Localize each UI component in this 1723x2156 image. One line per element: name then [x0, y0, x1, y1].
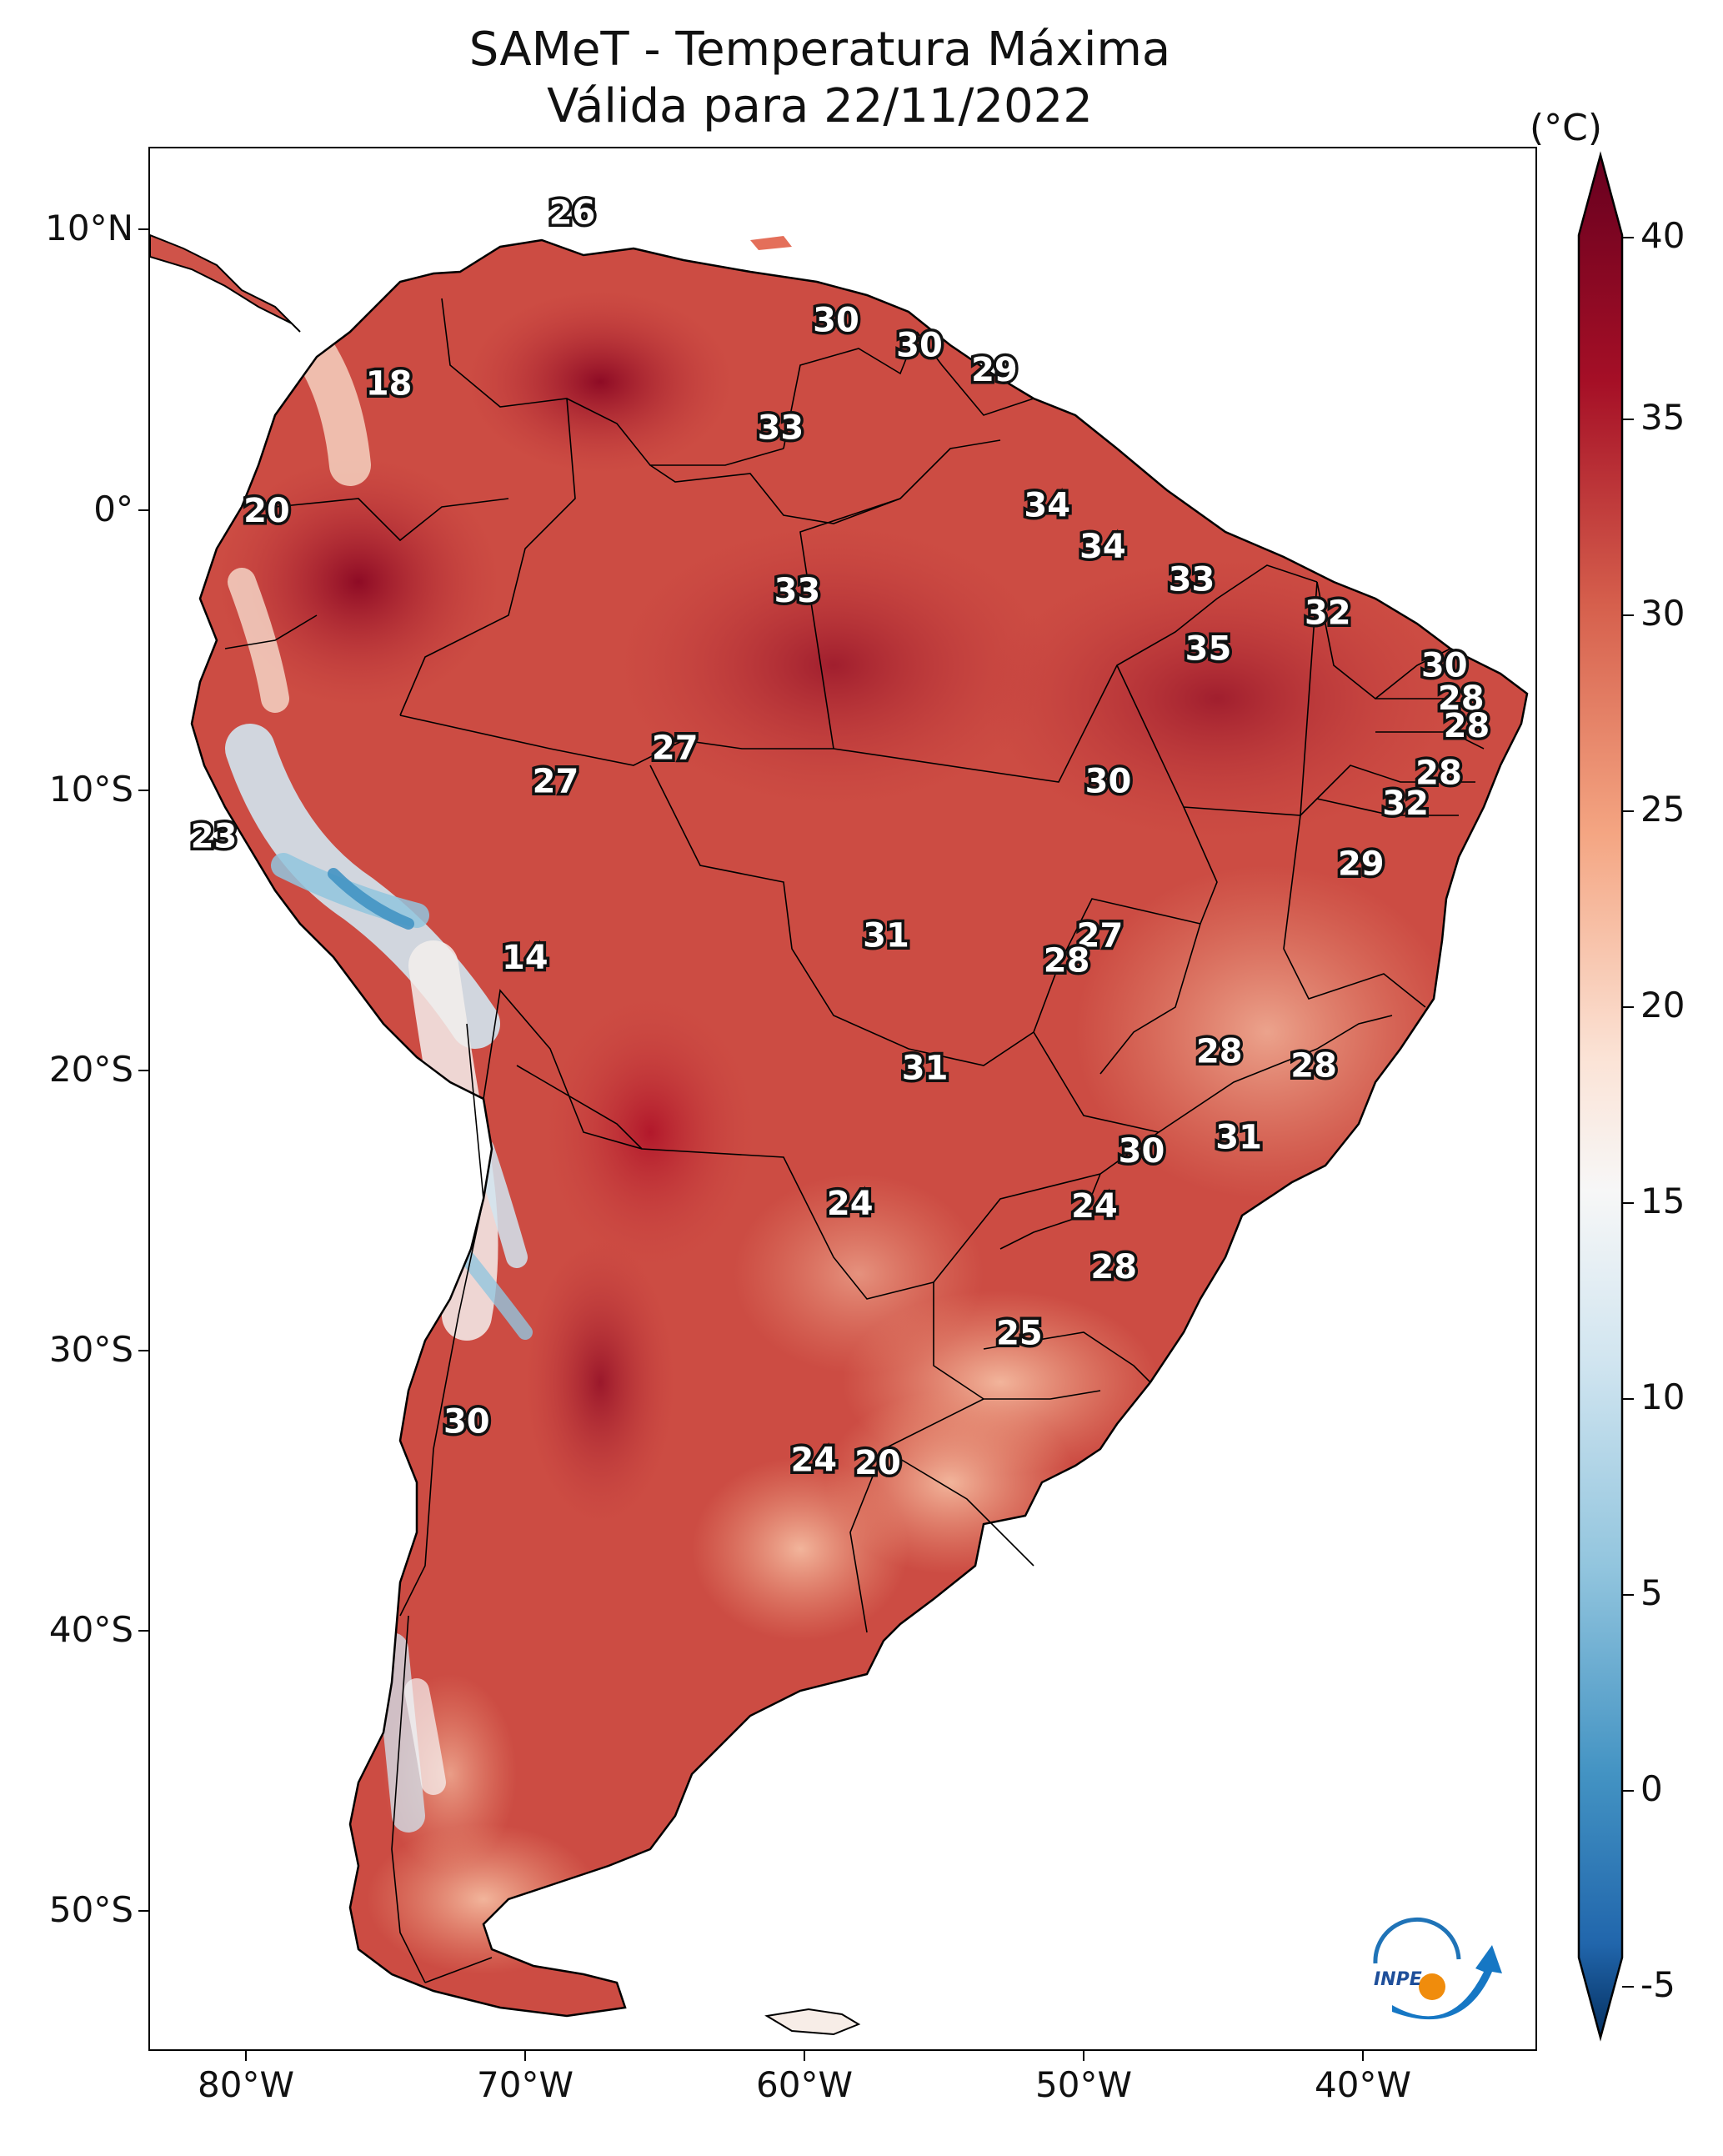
x-tick-label: 80°W: [198, 2064, 294, 2105]
y-tick-label: 50°S: [48, 1889, 133, 1930]
temperature-label: 33: [1169, 561, 1215, 599]
map-subtitle: Válida para 22/11/2022: [547, 79, 1093, 133]
temperature-label: 34: [1079, 528, 1126, 566]
colorbar-unit: (°C): [1530, 107, 1603, 149]
temperature-label: 27: [652, 730, 699, 768]
temperature-label: 30: [1119, 1132, 1165, 1171]
temperature-label: 28: [1438, 679, 1485, 718]
temperature-label: 32: [1305, 594, 1351, 632]
falkland-islands: [764, 2008, 861, 2036]
temperature-label: 30: [443, 1402, 490, 1441]
temperature-label: 31: [1215, 1118, 1262, 1156]
y-tick-label: 30°S: [48, 1329, 133, 1370]
temperature-label: 35: [1185, 629, 1232, 668]
colorbar-label: 15: [1640, 1181, 1685, 1221]
temperature-label: 30: [1085, 762, 1132, 800]
colorbar-label: 35: [1640, 397, 1685, 438]
temperature-label: 24: [790, 1442, 837, 1480]
colorbar-label: 0: [1640, 1768, 1663, 1809]
y-tick-label: 20°S: [48, 1049, 133, 1090]
coastline: [190, 238, 1529, 2018]
temperature-label: 31: [902, 1050, 949, 1088]
temperature-label: 28: [1044, 942, 1090, 980]
temperature-label: 18: [366, 365, 413, 404]
y-tick-label: 10°N: [45, 208, 133, 248]
temperature-label: 20: [243, 492, 290, 530]
temperature-label: 33: [774, 572, 821, 610]
x-tick-label: 40°W: [1315, 2064, 1411, 2105]
temperature-label: 28: [1196, 1033, 1243, 1071]
temperature-label: 20: [854, 1444, 901, 1482]
colorbar-label: 30: [1640, 593, 1685, 634]
colorbar-label: 40: [1640, 215, 1685, 256]
colorbar-label: -5: [1640, 1964, 1675, 2005]
temperature-label: 26: [549, 193, 596, 232]
temperature-label: 14: [502, 939, 548, 977]
temperature-label: 29: [1338, 845, 1385, 884]
central-america: [150, 233, 301, 333]
y-tick-label: 10°S: [48, 769, 133, 810]
colorbar-label: 25: [1640, 789, 1685, 830]
temperature-label: 24: [1071, 1187, 1118, 1226]
colorbar-label: 20: [1640, 985, 1685, 1025]
map-area: 26 30 30 29 18 33 34 20 34 33 33 32 35 30 28 28 28 27 30 27…: [148, 147, 1537, 2051]
logo-text: INPE: [1374, 1969, 1422, 1990]
temperature-label: 30: [813, 302, 859, 340]
inpe-logo: INPE: [1373, 1917, 1502, 2020]
x-tick-label: 50°W: [1035, 2064, 1132, 2105]
x-tick-label: 60°W: [756, 2064, 853, 2105]
caribbean-island: [750, 236, 792, 250]
colorbar-label: 5: [1640, 1572, 1663, 1613]
y-tick-label: 40°S: [48, 1609, 133, 1650]
temperature-label: 28: [1290, 1046, 1337, 1085]
colorbar-label: 10: [1640, 1376, 1685, 1417]
temperature-label: 33: [758, 409, 804, 448]
map-title: SAMeT - Temperatura Máxima: [468, 23, 1171, 77]
temperature-label: 24: [827, 1185, 874, 1223]
political-borders: [224, 298, 1485, 1983]
temperature-label: 28: [1444, 707, 1490, 745]
temperature-label: 34: [1024, 486, 1070, 524]
colorbar: [1577, 151, 1624, 2042]
temperature-label: 32: [1382, 785, 1429, 823]
temperature-label: 30: [896, 326, 943, 364]
temperature-label: 27: [533, 762, 579, 800]
temperature-label: 31: [863, 917, 909, 955]
temperature-label: 28: [1415, 754, 1462, 792]
temperature-label: 30: [1421, 646, 1468, 684]
temperature-label: 25: [996, 1314, 1043, 1352]
temperature-label: 23: [191, 818, 238, 856]
temperature-label: 28: [1090, 1248, 1137, 1286]
x-tick-label: 70°W: [477, 2064, 573, 2105]
temperature-label: 27: [1077, 917, 1124, 955]
temperature-label: 29: [971, 351, 1018, 389]
y-tick-label: 0°: [93, 489, 133, 529]
